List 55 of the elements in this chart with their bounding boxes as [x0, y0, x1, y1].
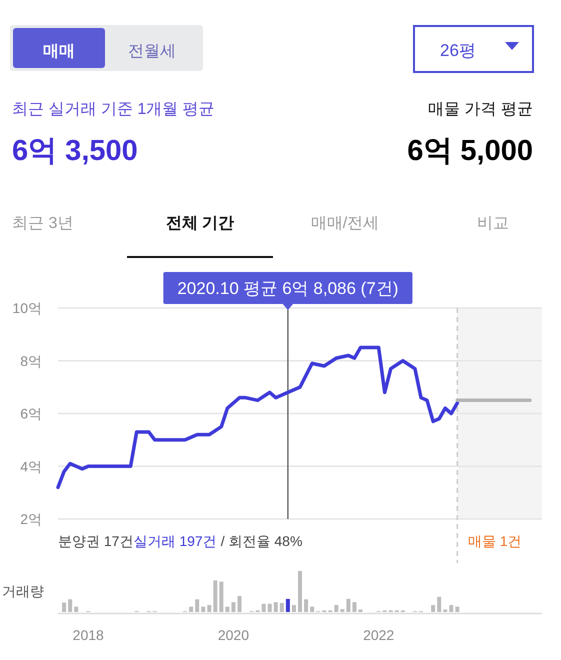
line-series [56, 346, 460, 490]
bar [262, 604, 266, 612]
bar [334, 605, 338, 612]
text: 비교 [477, 215, 509, 232]
bar [225, 606, 230, 612]
bar [292, 605, 296, 612]
x-tick-label: 2018 [72, 627, 104, 643]
bar [68, 599, 72, 612]
bar [352, 602, 356, 612]
y-tick-label: 8억 [20, 352, 42, 369]
text: 26평 [440, 41, 476, 60]
y-tick-label: 2억 [20, 511, 42, 527]
text: 실거래 197건 [133, 533, 217, 549]
bar [62, 602, 66, 612]
text: 6억 3,500 [12, 135, 138, 167]
bar [340, 609, 344, 612]
bar [449, 605, 454, 612]
bar [189, 606, 194, 612]
bar [207, 605, 212, 612]
x-tick-label: 2020 [218, 627, 250, 643]
text: 전월세 [128, 43, 176, 60]
y-tick-label: 10억 [12, 300, 42, 316]
bar [238, 596, 242, 612]
bar [195, 599, 200, 612]
bar [346, 598, 350, 612]
bar [268, 604, 272, 612]
bar [213, 580, 218, 612]
bar [286, 598, 290, 612]
y-tick-label: 4억 [20, 458, 42, 474]
text: 전체 기간 [166, 215, 234, 232]
bar [274, 602, 278, 612]
text: 최근 실거래 기준 1개월 평균 [12, 101, 215, 118]
text: 매매/전세 [310, 215, 380, 232]
bar [455, 606, 460, 612]
bar [431, 605, 436, 612]
bar [219, 582, 224, 612]
y-axis-title: 거래량 [2, 583, 44, 599]
text: 분양권 17건 [58, 533, 134, 549]
text: 6억 5,000 [407, 135, 533, 167]
bar [437, 596, 442, 612]
text: 매물 가격 평균 [428, 101, 533, 118]
bar [74, 606, 78, 612]
bar [201, 606, 206, 612]
text: / 회전율 48% [220, 533, 302, 549]
y-tick-label: 6억 [20, 406, 42, 422]
x-tick-label: 2022 [363, 627, 394, 643]
bar [231, 602, 236, 612]
bar [298, 571, 302, 612]
bar [310, 606, 314, 612]
text: 최근 3년 [12, 215, 74, 232]
ref-line-label: 2020.10 평균 6억 8,086 (7건) [177, 279, 398, 298]
bar [280, 602, 284, 612]
text: 매매 [43, 43, 75, 60]
text: 매물 1건 [468, 533, 522, 549]
bar [304, 599, 308, 612]
